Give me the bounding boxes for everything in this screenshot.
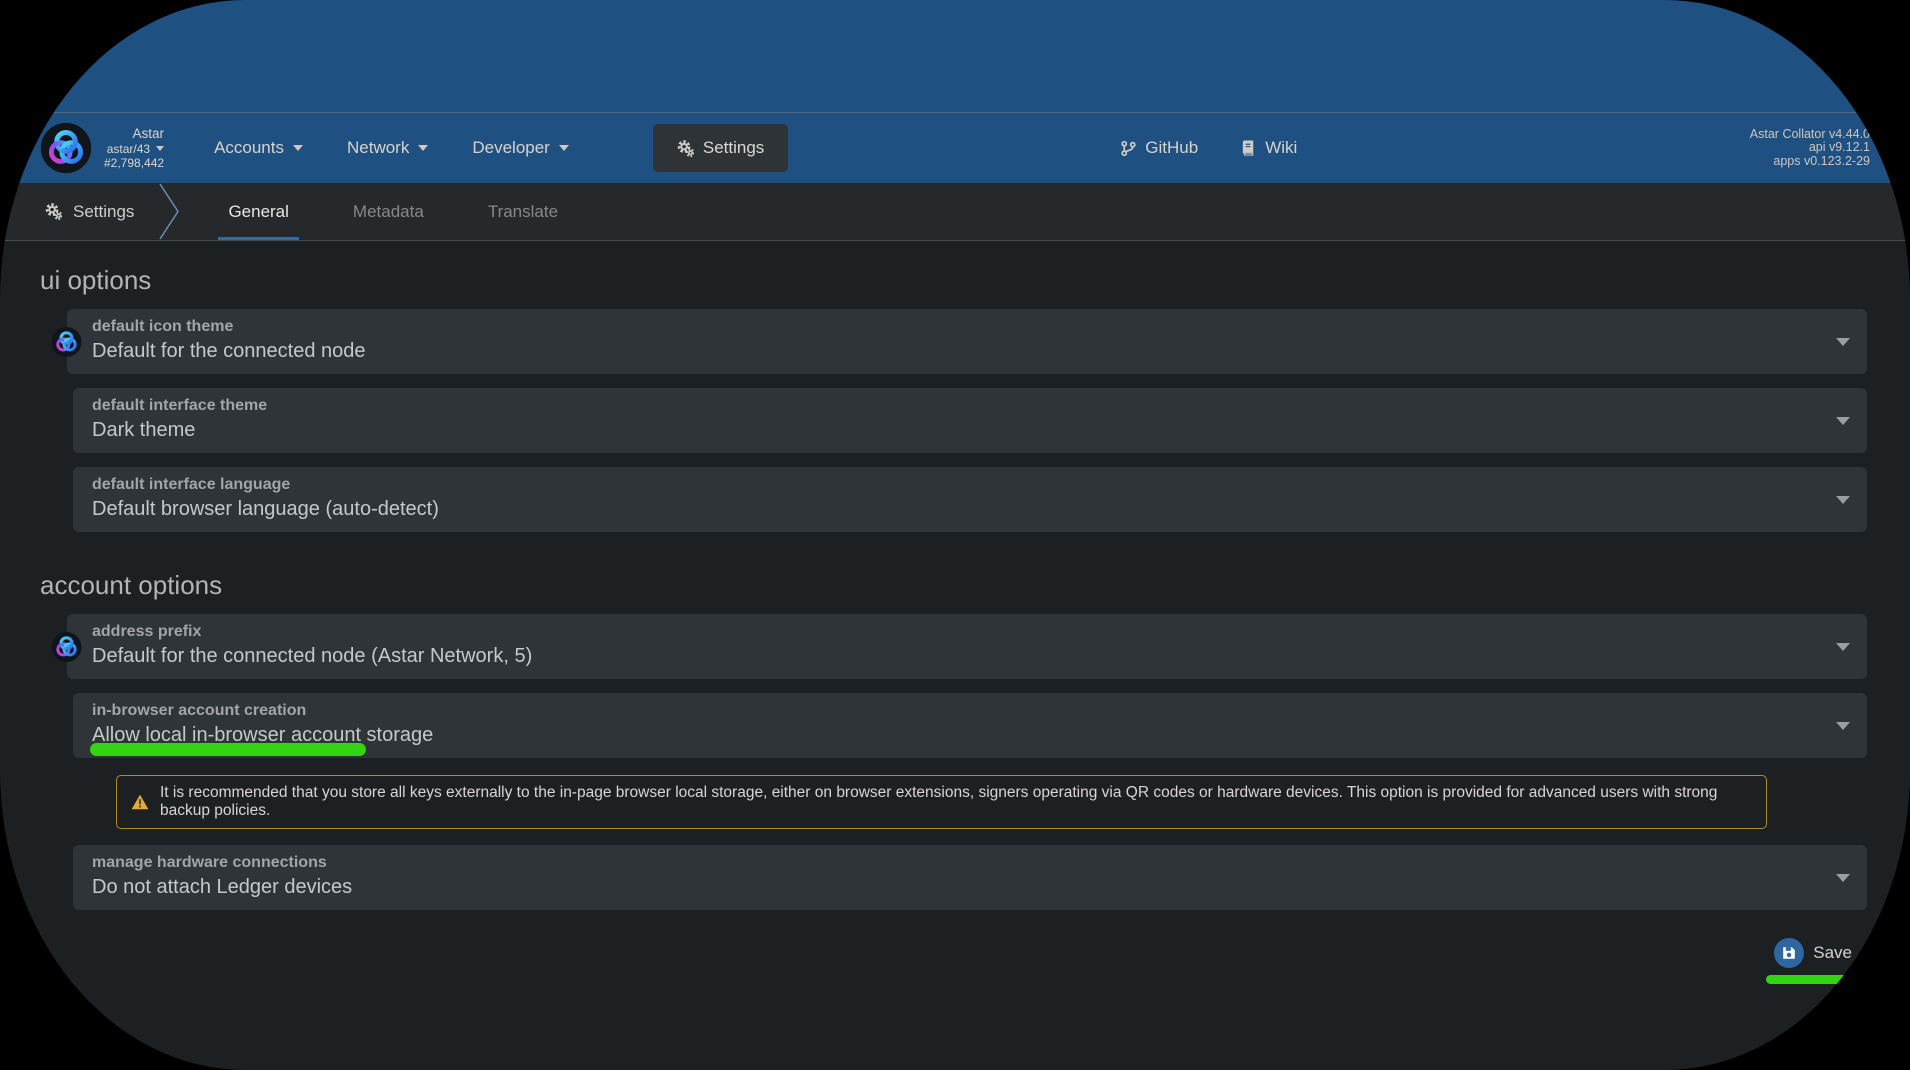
chevron-down-icon xyxy=(1836,495,1850,504)
dropdown-address-prefix[interactable]: address prefix Default for the connected… xyxy=(51,614,1867,679)
astar-network-logo-icon xyxy=(51,631,82,662)
network-selector[interactable]: Astar astar/43 #2,798,442 xyxy=(40,122,165,174)
git-branch-icon xyxy=(1121,140,1136,156)
save-button[interactable]: Save xyxy=(1766,938,1860,984)
chevron-down-icon xyxy=(156,146,165,152)
dropdown-value: Default for the connected node xyxy=(92,340,366,362)
dropdown-manage-hardware-connections[interactable]: manage hardware connections Do not attac… xyxy=(73,845,1867,910)
dropdown-value: Default for the connected node (Astar Ne… xyxy=(92,645,533,667)
account-options-section: account options address prefix Default f… xyxy=(40,570,1867,910)
chevron-right-icon xyxy=(159,183,180,240)
dropdown-label: manage hardware connections xyxy=(92,854,327,871)
network-name: Astar xyxy=(132,125,165,141)
menu-bar: Astar astar/43 #2,798,442 Accounts Netwo… xyxy=(0,113,1910,183)
chevron-down-icon xyxy=(1836,721,1850,730)
dropdown-label: default interface language xyxy=(92,476,291,493)
annotation-underline xyxy=(1766,975,1860,984)
tab-bar: Settings General Metadata Translate xyxy=(0,183,1910,241)
dropdown-value: Do not attach Ledger devices xyxy=(92,876,353,898)
header-banner xyxy=(0,0,1910,113)
dropdown-in-browser-account-creation[interactable]: in-browser account creation Allow local … xyxy=(73,693,1867,758)
dropdown-default-icon-theme[interactable]: default icon theme Default for the conne… xyxy=(51,309,1867,374)
wiki-link[interactable]: Wiki xyxy=(1240,138,1297,158)
dropdown-value: Default browser language (auto-detect) xyxy=(92,498,439,520)
astar-network-logo-icon xyxy=(51,326,82,357)
ui-options-rows: default icon theme Default for the conne… xyxy=(51,309,1867,532)
breadcrumb-divider xyxy=(158,183,180,240)
header: Astar astar/43 #2,798,442 Accounts Netwo… xyxy=(0,0,1910,183)
dropdown-value: Dark theme xyxy=(92,419,196,441)
dropdown-label: default interface theme xyxy=(92,397,268,414)
tabs: General Metadata Translate xyxy=(218,183,612,240)
warning-triangle-icon xyxy=(131,794,149,810)
astar-network-logo-icon xyxy=(40,122,92,174)
gears-icon xyxy=(45,203,62,220)
tab-translate[interactable]: Translate xyxy=(487,201,559,221)
version-info: Astar Collator v4.44.0 api v9.12.1 apps … xyxy=(1749,126,1870,169)
book-icon xyxy=(1242,139,1255,156)
section-heading: account options xyxy=(40,570,223,600)
node-version: Astar Collator v4.44.0 xyxy=(1749,126,1870,141)
dropdown-default-interface-language[interactable]: default interface language Default brows… xyxy=(73,467,1867,532)
storage-warning-banner: It is recommended that you store all key… xyxy=(116,775,1767,829)
settings-content: ui options default icon theme Default fo… xyxy=(0,241,1910,984)
tab-metadata[interactable]: Metadata xyxy=(352,201,424,221)
chevron-down-icon xyxy=(1836,337,1850,346)
dropdown-label: address prefix xyxy=(92,623,202,640)
menu-item-developer[interactable]: Developer xyxy=(450,138,591,158)
chevron-down-icon xyxy=(558,145,569,151)
dropdown-label: in-browser account creation xyxy=(92,702,307,719)
gears-icon xyxy=(677,139,694,157)
annotation-underline xyxy=(90,743,366,756)
dropdown-default-interface-theme[interactable]: default interface theme Dark theme xyxy=(73,388,1867,453)
chevron-down-icon xyxy=(418,145,429,151)
account-options-rows: address prefix Default for the connected… xyxy=(51,614,1867,910)
chevron-down-icon xyxy=(1836,873,1850,882)
apps-version: apps v0.123.2-29 xyxy=(1773,153,1870,168)
best-block-number: #2,798,442 xyxy=(104,155,165,170)
save-button-label: Save xyxy=(1813,943,1852,962)
dropdown-value: Allow local in-browser account storage xyxy=(92,724,434,746)
api-version: api v9.12.1 xyxy=(1808,140,1870,155)
external-links: GitHub Wiki xyxy=(1120,138,1297,158)
chevron-down-icon xyxy=(1836,642,1850,651)
github-link[interactable]: GitHub xyxy=(1120,138,1198,158)
tab-general[interactable]: General xyxy=(218,183,300,240)
ui-options-section: ui options default icon theme Default fo… xyxy=(40,265,1867,532)
chevron-down-icon xyxy=(293,145,303,151)
breadcrumb: Settings xyxy=(45,183,134,240)
floppy-disk-icon xyxy=(1774,938,1805,968)
menu-item-accounts[interactable]: Accounts xyxy=(192,138,325,158)
menu-item-network[interactable]: Network xyxy=(325,138,450,158)
warning-text: It is recommended that you store all key… xyxy=(160,784,1718,819)
chain-spec: astar/43 xyxy=(107,142,165,156)
main-menu: Accounts Network Developer Settings xyxy=(192,124,789,172)
chevron-down-icon xyxy=(1836,416,1850,425)
dropdown-label: default icon theme xyxy=(92,318,234,335)
menu-item-settings[interactable]: Settings xyxy=(652,124,789,172)
section-heading: ui options xyxy=(40,265,152,295)
actions-row: Save xyxy=(40,938,1867,984)
network-info: Astar astar/43 #2,798,442 xyxy=(104,125,165,170)
